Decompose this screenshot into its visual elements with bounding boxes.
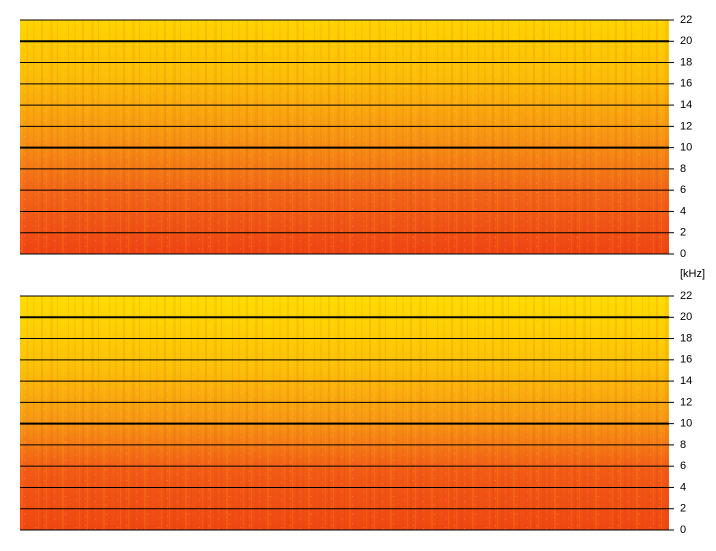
y-tick-label: 20 — [680, 35, 692, 47]
y-tick-label: 0 — [680, 524, 686, 536]
y-tick-label: 14 — [680, 99, 692, 111]
y-tick-label: 12 — [680, 120, 692, 132]
axis-unit-label: [kHz] — [680, 268, 705, 280]
y-tick-label: 22 — [680, 14, 692, 26]
y-tick-label: 8 — [680, 439, 686, 451]
y-tick-label: 6 — [680, 184, 686, 196]
spectrogram-texture — [20, 20, 669, 254]
y-tick-label: 8 — [680, 163, 686, 175]
spectrogram-texture — [20, 296, 669, 530]
y-tick-label: 4 — [680, 481, 686, 493]
y-tick-label: 0 — [680, 248, 686, 260]
y-tick-label: 16 — [680, 354, 692, 366]
y-tick-label: 6 — [680, 460, 686, 472]
y-tick-label: 20 — [680, 311, 692, 323]
y-tick-label: 14 — [680, 375, 692, 387]
y-tick-label: 2 — [680, 227, 686, 239]
y-tick-label: 10 — [680, 142, 692, 154]
y-tick-label: 2 — [680, 503, 686, 515]
y-tick-label: 18 — [680, 56, 692, 68]
y-tick-label: 18 — [680, 332, 692, 344]
y-tick-label: 16 — [680, 78, 692, 90]
y-tick-label: 4 — [680, 205, 686, 217]
y-tick-label: 12 — [680, 396, 692, 408]
y-tick-label: 22 — [680, 290, 692, 302]
y-tick-label: 10 — [680, 418, 692, 430]
